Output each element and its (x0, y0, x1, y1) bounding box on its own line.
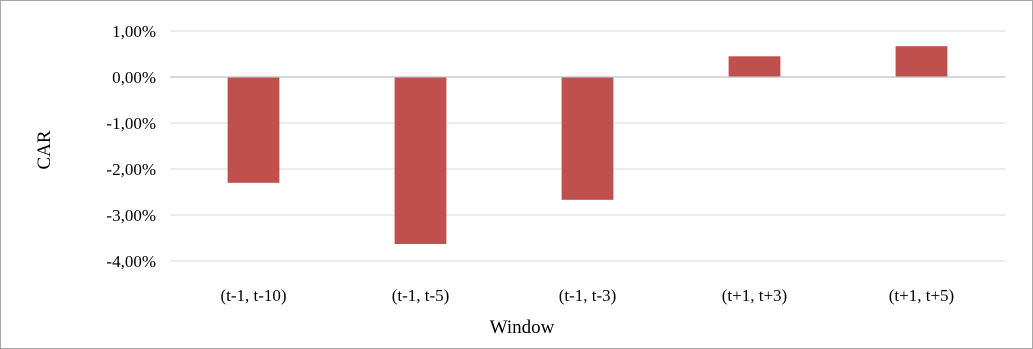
y-axis-title: CAR (34, 130, 55, 169)
bar (895, 46, 948, 77)
y-tick-label: 1,00% (112, 22, 156, 41)
x-tick-label: (t-1, t-10) (220, 286, 286, 305)
x-tick-label: (t-1, t-3) (559, 286, 617, 305)
bar (227, 77, 280, 183)
x-axis-title: Window (490, 317, 555, 338)
x-tick-label: (t+1, t+5) (889, 286, 954, 305)
y-tick-label: -4,00% (106, 252, 156, 271)
x-tick-label: (t+1, t+3) (722, 286, 787, 305)
y-tick-label: -3,00% (106, 206, 156, 225)
tick-labels: 1,00% 0,00% -1,00% -2,00% -3,00% -4,00% (t-1, … (106, 22, 954, 305)
bars (227, 46, 948, 244)
y-tick-label: -1,00% (106, 114, 156, 133)
y-tick-label: -2,00% (106, 160, 156, 179)
bar (394, 77, 447, 244)
bar (561, 77, 614, 200)
bar (728, 56, 781, 77)
x-tick-label: (t-1, t-5) (392, 286, 450, 305)
y-tick-label: 0,00% (112, 68, 156, 87)
